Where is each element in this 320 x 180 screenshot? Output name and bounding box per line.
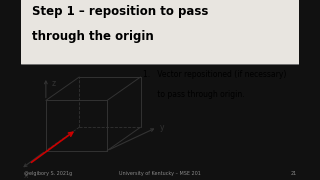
- Text: x: x: [24, 171, 28, 180]
- Text: 21: 21: [290, 171, 296, 176]
- Text: 1.   Vector repositioned (if necessary): 1. Vector repositioned (if necessary): [143, 70, 287, 79]
- Text: University of Kentucky – MSE 201: University of Kentucky – MSE 201: [119, 171, 201, 176]
- Text: y: y: [160, 123, 164, 132]
- Text: through the origin: through the origin: [32, 30, 154, 43]
- Text: to pass through origin.: to pass through origin.: [143, 90, 245, 99]
- FancyBboxPatch shape: [21, 0, 299, 64]
- Text: z: z: [52, 79, 56, 88]
- Text: Step 1 – reposition to pass: Step 1 – reposition to pass: [32, 5, 208, 18]
- Text: @elgibory S. 2021g: @elgibory S. 2021g: [24, 171, 72, 176]
